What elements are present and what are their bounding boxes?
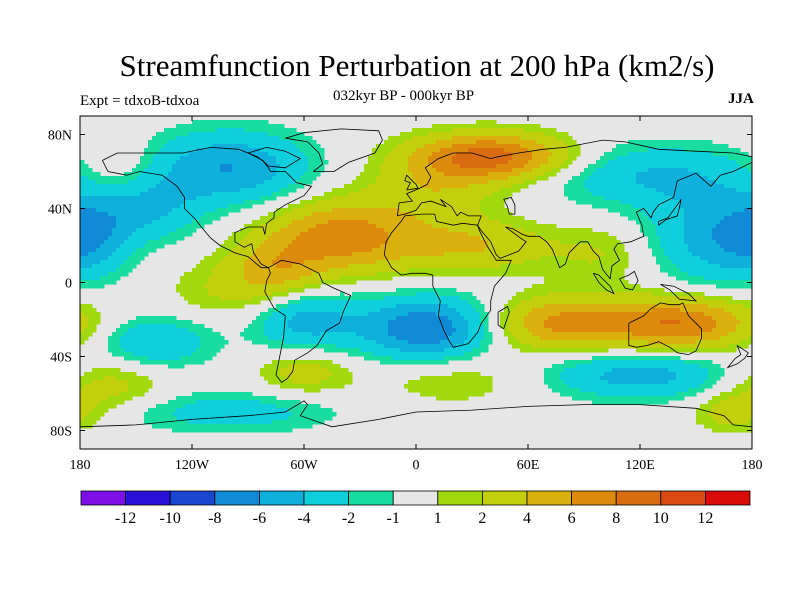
experiment-label: Expt = tdxoB-tdxoa	[80, 93, 200, 109]
y-tick-label: 80S	[50, 425, 72, 440]
caspian-outline	[503, 196, 516, 215]
sumatra-outline	[592, 272, 615, 295]
latitude-axis: 80N 40N 0 40S 80S	[48, 129, 752, 440]
greenland-outline	[285, 128, 383, 172]
colorbar-swatch	[303, 490, 349, 506]
longitude-axis: 180 120W 60W 0 60E 120E 180	[70, 116, 763, 473]
chart-title: Streamfunction Perturbation at 200 hPa (…	[119, 48, 715, 83]
colorbar-swatch	[705, 490, 751, 506]
y-tick-label: 40S	[50, 351, 72, 366]
colorbar-label: 6	[568, 510, 576, 527]
colorbar-label: 8	[612, 510, 620, 527]
colorbar-swatch	[125, 490, 171, 506]
colorbar: -12 -10 -8 -6 -4 -2 -1 1 2 4 6 8 10 12	[80, 490, 751, 527]
colorbar-swatch	[481, 490, 528, 506]
x-tick-label: 60W	[290, 458, 318, 473]
colorbar-label: 1	[434, 510, 442, 527]
colorbar-label: -12	[115, 510, 136, 527]
colorbar-swatch	[571, 490, 617, 506]
colorbar-label: 2	[478, 510, 486, 527]
colorbar-swatch	[437, 490, 483, 506]
x-tick-label: 120W	[175, 458, 210, 473]
africa-outline	[383, 213, 512, 348]
colorbar-label: -6	[253, 510, 266, 527]
colorbar-swatch	[392, 490, 439, 506]
x-tick-label: 180	[70, 458, 91, 473]
x-tick-label: 180	[742, 458, 763, 473]
new-guinea-outline	[660, 284, 698, 302]
colorbar-swatch	[348, 490, 394, 506]
colorbar-label: -2	[342, 510, 355, 527]
colorbar-label: 10	[653, 510, 669, 527]
continent-outlines	[80, 128, 752, 428]
colorbar-label: 12	[697, 510, 713, 527]
y-tick-label: 80N	[48, 129, 72, 144]
streamfunction-field	[80, 116, 752, 449]
colorbar-swatch	[526, 490, 572, 506]
x-tick-label: 120E	[625, 458, 655, 473]
south-america-outline	[264, 259, 352, 383]
colorbar-label: 4	[523, 510, 531, 527]
baffin-outline	[246, 146, 302, 169]
colorbar-label: -1	[387, 510, 400, 527]
north-america-outline	[102, 146, 313, 269]
colorbar-label: -8	[208, 510, 221, 527]
x-tick-label: 60E	[517, 458, 540, 473]
australia-outline	[628, 302, 702, 356]
europe-asia-outline	[396, 139, 752, 280]
colorbar-swatch	[214, 490, 260, 506]
x-tick-label: 0	[413, 458, 420, 473]
colorbar-label: -4	[297, 510, 310, 527]
colorbar-swatch	[80, 490, 126, 506]
new-zealand-outline	[726, 345, 749, 369]
colorbar-label: -10	[160, 510, 181, 527]
borneo-outline	[619, 270, 639, 291]
season-label: JJA	[728, 91, 754, 107]
colorbar-swatch	[169, 490, 216, 506]
y-tick-label: 0	[65, 277, 72, 292]
japan-outline	[658, 199, 682, 226]
chart-subtitle: 032kyr BP - 000kyr BP	[333, 88, 475, 104]
colorbar-swatch	[258, 490, 305, 506]
madagascar-outline	[497, 305, 510, 330]
britain-outline	[404, 174, 419, 191]
antarctica-outline	[80, 400, 752, 428]
colorbar-swatch	[615, 490, 662, 506]
y-tick-label: 40N	[48, 203, 72, 218]
colorbar-swatch	[660, 490, 706, 506]
